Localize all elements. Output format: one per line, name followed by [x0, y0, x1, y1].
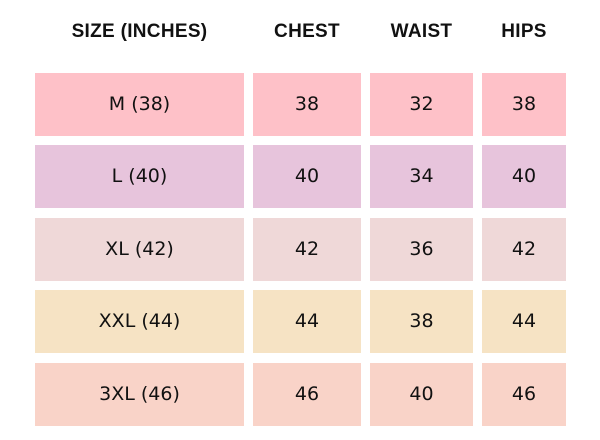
cell-waist: 32 [370, 73, 473, 136]
cell-size: 3XL (46) [35, 363, 244, 426]
cell-chest: 42 [253, 218, 361, 281]
cell-hips: 40 [482, 145, 566, 208]
cell-waist: 38 [370, 290, 473, 353]
cell-hips: 42 [482, 218, 566, 281]
cell-hips: 44 [482, 290, 566, 353]
cell-size: XXL (44) [35, 290, 244, 353]
header-size: SIZE (INCHES) [71, 21, 208, 42]
cell-waist: 40 [370, 363, 473, 426]
cell-hips: 46 [482, 363, 566, 426]
cell-size: M (38) [35, 73, 244, 136]
cell-chest: 46 [253, 363, 361, 426]
header-chest: CHEST [274, 21, 340, 42]
cell-chest: 44 [253, 290, 361, 353]
cell-waist: 34 [370, 145, 473, 208]
cell-size: XL (42) [35, 218, 244, 281]
cell-size: L (40) [35, 145, 244, 208]
cell-waist: 36 [370, 218, 473, 281]
cell-hips: 38 [482, 73, 566, 136]
header-hips: HIPS [501, 21, 547, 42]
header-waist: WAIST [390, 21, 453, 42]
cell-chest: 40 [253, 145, 361, 208]
cell-chest: 38 [253, 73, 361, 136]
